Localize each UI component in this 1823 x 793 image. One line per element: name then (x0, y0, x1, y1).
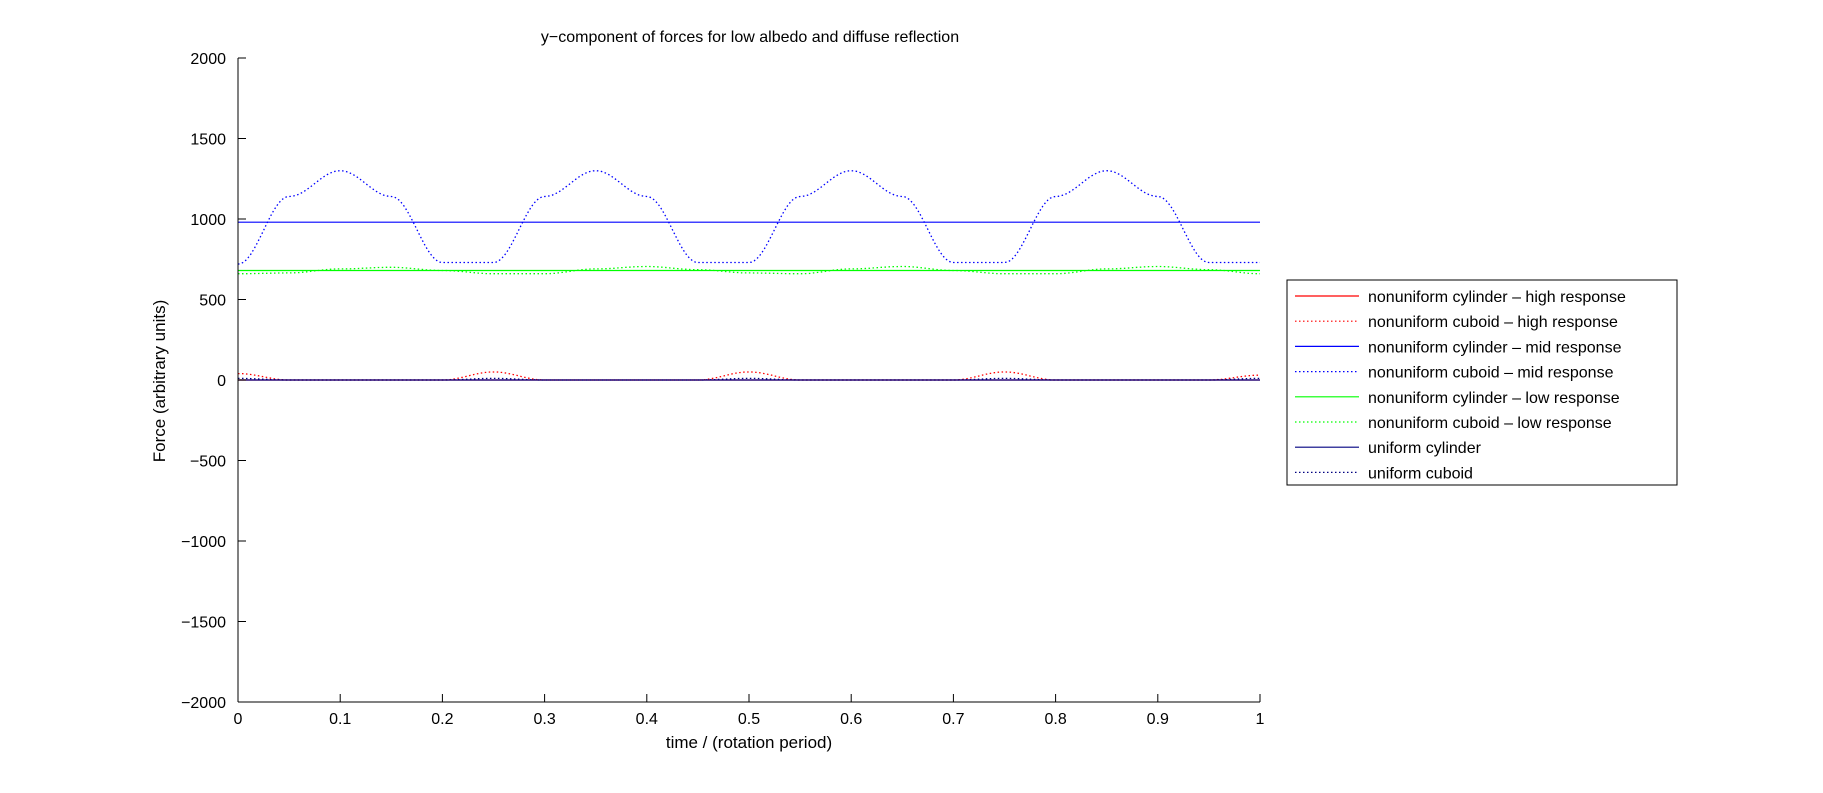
series-line-5 (238, 265, 1260, 275)
y-tick-label: 500 (199, 293, 226, 310)
y-axis-label: Force (arbitrary units) (150, 300, 169, 462)
y-tick-label: 2000 (190, 51, 226, 68)
legend-label: nonuniform cuboid – low response (1368, 415, 1612, 432)
legend: nonuniform cylinder – high response nonun… (1286, 279, 1678, 486)
x-tick-label: 0.3 (533, 711, 555, 728)
x-tick-label: 1 (1256, 711, 1265, 728)
legend-label: uniform cuboid (1368, 465, 1473, 482)
x-tick-label: 0.4 (636, 711, 658, 728)
y-tick-label: 1000 (190, 212, 226, 229)
y-tick-label: −1000 (181, 534, 226, 551)
y-tick-label: −2000 (181, 695, 226, 712)
legend-box (1286, 279, 1678, 486)
legend-label: nonuniform cylinder – low response (1368, 390, 1620, 407)
tick-layer: 0 0.1 0.2 0.3 0.4 0.5 0.6 0.7 0.8 0.9 1 2000 1500 100… (181, 51, 1264, 728)
series-line-3 (237, 170, 1260, 265)
x-tick-label: 0.9 (1147, 711, 1169, 728)
x-tick-label: 0.5 (738, 711, 760, 728)
x-tick-label: 0 (234, 711, 243, 728)
chart-title: y−component of forces for low albedo and… (541, 29, 959, 46)
legend-label: uniform cylinder (1368, 440, 1482, 457)
legend-label: nonuniform cylinder – high response (1368, 289, 1626, 306)
x-axis-label: time / (rotation period) (666, 733, 832, 752)
y-tick-label: −500 (190, 454, 226, 471)
legend-label: nonuniform cuboid – high response (1368, 314, 1618, 331)
y-tick-label: 1500 (190, 132, 226, 149)
y-tick-label: 0 (217, 373, 226, 390)
series-layer (237, 170, 1260, 381)
x-tick-label: 0.6 (840, 711, 862, 728)
x-tick-label: 0.2 (431, 711, 453, 728)
legend-label: nonuniform cuboid – mid response (1368, 365, 1614, 382)
y-tick-label: −1500 (181, 615, 226, 632)
x-tick-label: 0.1 (329, 711, 351, 728)
x-tick-label: 0.7 (942, 711, 964, 728)
x-tick-label: 0.8 (1044, 711, 1066, 728)
legend-label: nonuniform cylinder – mid response (1368, 339, 1622, 356)
series-line-1 (238, 371, 1260, 381)
